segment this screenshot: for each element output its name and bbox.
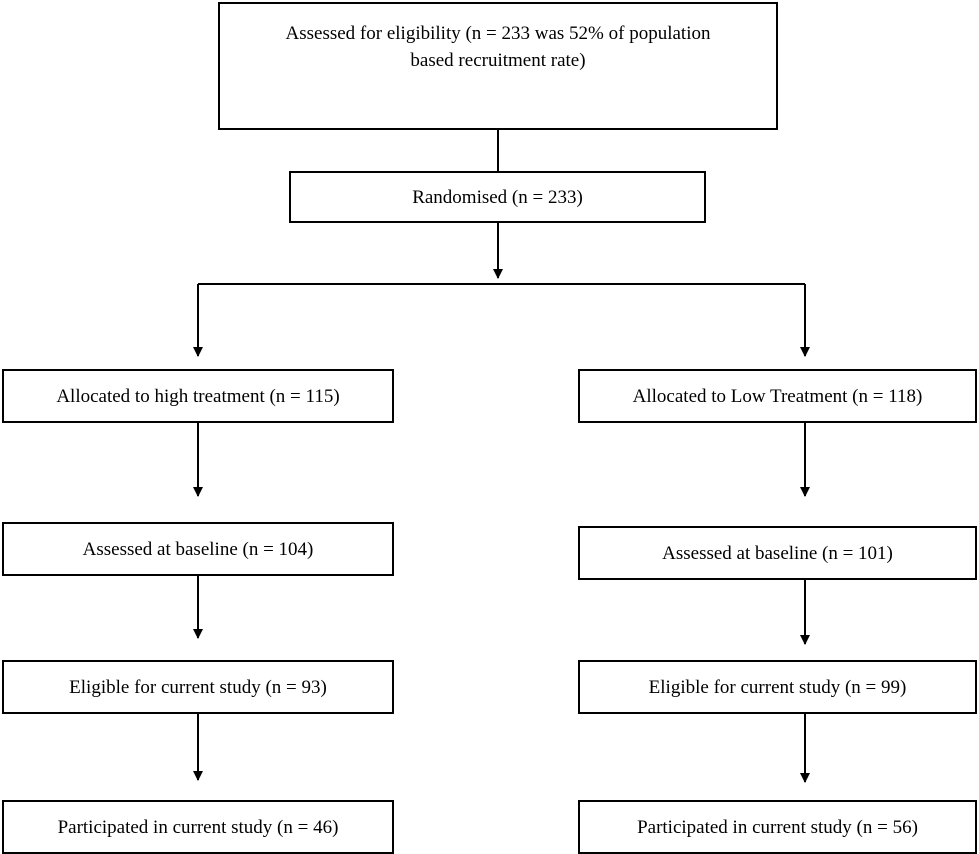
high-treatment-allocated-text: Allocated to high treatment (n = 115) [56, 385, 340, 407]
eligibility-box: Assessed for eligibility (n = 233 was 52… [218, 2, 778, 130]
eligibility-text: Assessed for eligibility (n = 233 was 52… [285, 23, 711, 71]
low-treatment-allocated-text: Allocated to Low Treatment (n = 118) [632, 385, 923, 407]
high-treatment-eligible-text: Eligible for current study (n = 93) [69, 676, 327, 698]
low-treatment-baseline-text: Assessed at baseline (n = 101) [662, 542, 893, 564]
low-treatment-eligible-text: Eligible for current study (n = 99) [648, 676, 907, 698]
low-treatment-participated-box: Participated in current study (n = 56) [578, 800, 977, 854]
high-treatment-baseline-box: Assessed at baseline (n = 104) [2, 522, 394, 576]
high-treatment-participated-box: Participated in current study (n = 46) [2, 800, 394, 854]
low-treatment-participated-text: Participated in current study (n = 56) [637, 816, 918, 838]
high-treatment-baseline-text: Assessed at baseline (n = 104) [82, 538, 314, 560]
randomised-box: Randomised (n = 233) [289, 171, 706, 223]
high-treatment-allocated-box: Allocated to high treatment (n = 115) [2, 369, 394, 423]
high-treatment-participated-text: Participated in current study (n = 46) [57, 816, 339, 838]
low-treatment-baseline-box: Assessed at baseline (n = 101) [578, 526, 977, 580]
high-treatment-eligible-box: Eligible for current study (n = 93) [2, 660, 394, 714]
low-treatment-eligible-box: Eligible for current study (n = 99) [578, 660, 977, 714]
randomised-text: Randomised (n = 233) [412, 186, 583, 208]
low-treatment-allocated-box: Allocated to Low Treatment (n = 118) [578, 369, 977, 423]
